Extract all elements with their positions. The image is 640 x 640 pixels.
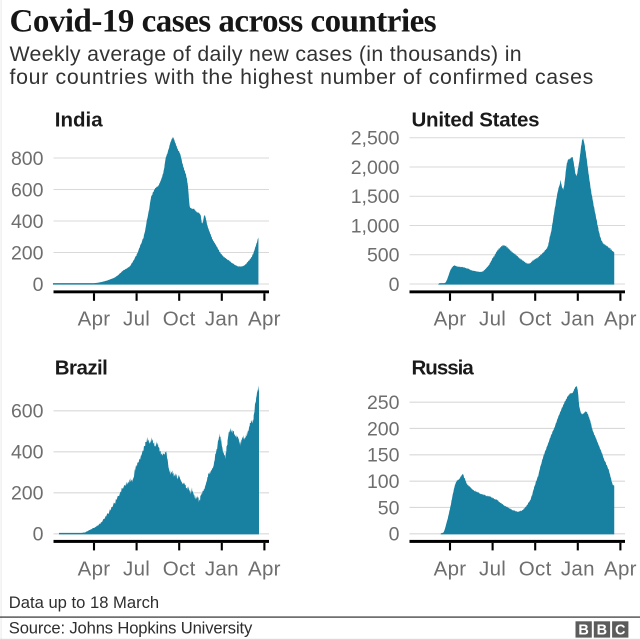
- svg-text:India: India: [55, 109, 103, 132]
- svg-text:1,500: 1,500: [351, 186, 400, 208]
- svg-text:600: 600: [11, 179, 44, 201]
- svg-text:0: 0: [389, 524, 400, 546]
- svg-text:100: 100: [367, 471, 400, 493]
- svg-text:Oct: Oct: [519, 558, 552, 581]
- svg-text:Jul: Jul: [479, 558, 506, 581]
- svg-text:150: 150: [367, 445, 400, 467]
- svg-text:Oct: Oct: [163, 558, 196, 581]
- svg-text:Data up to 18 March: Data up to 18 March: [9, 593, 159, 612]
- svg-text:Apr: Apr: [604, 558, 637, 581]
- svg-text:800: 800: [11, 148, 44, 170]
- svg-text:Oct: Oct: [519, 308, 552, 331]
- svg-text:Apr: Apr: [78, 308, 111, 331]
- svg-text:B: B: [597, 623, 607, 639]
- svg-text:four countries with the highes: four countries with the highest number o…: [10, 65, 594, 89]
- svg-text:0: 0: [33, 524, 44, 546]
- svg-text:Jan: Jan: [205, 308, 239, 331]
- svg-text:Jul: Jul: [123, 558, 150, 581]
- svg-text:Source: Johns Hopkins Universi: Source: Johns Hopkins University: [9, 619, 253, 638]
- svg-text:Russia: Russia: [412, 357, 475, 380]
- svg-text:Jan: Jan: [561, 308, 595, 331]
- svg-text:Weekly average of daily new ca: Weekly average of daily new cases (in th…: [10, 42, 522, 66]
- svg-text:United States: United States: [412, 109, 540, 132]
- svg-text:500: 500: [367, 245, 400, 267]
- svg-text:C: C: [615, 623, 626, 639]
- svg-text:0: 0: [389, 274, 400, 296]
- svg-text:B: B: [578, 623, 588, 639]
- svg-text:Apr: Apr: [434, 558, 467, 581]
- svg-text:400: 400: [11, 211, 44, 233]
- svg-text:Jul: Jul: [123, 308, 150, 331]
- svg-text:Apr: Apr: [248, 308, 281, 331]
- svg-text:Apr: Apr: [248, 558, 281, 581]
- svg-text:400: 400: [11, 442, 44, 464]
- svg-text:Oct: Oct: [163, 308, 196, 331]
- svg-text:200: 200: [11, 483, 44, 505]
- svg-text:Apr: Apr: [78, 558, 111, 581]
- svg-text:2,000: 2,000: [351, 157, 400, 179]
- svg-text:250: 250: [367, 392, 400, 414]
- svg-text:200: 200: [11, 242, 44, 264]
- svg-text:Jan: Jan: [561, 558, 595, 581]
- svg-text:1,000: 1,000: [351, 215, 400, 237]
- svg-text:Apr: Apr: [434, 308, 467, 331]
- svg-text:2,500: 2,500: [351, 128, 400, 150]
- svg-text:Covid-19 cases across countrie: Covid-19 cases across countries: [10, 4, 437, 40]
- svg-text:Jul: Jul: [479, 308, 506, 331]
- svg-text:200: 200: [367, 418, 400, 440]
- svg-text:50: 50: [378, 497, 400, 519]
- svg-text:Apr: Apr: [604, 308, 637, 331]
- svg-text:600: 600: [11, 401, 44, 423]
- svg-text:0: 0: [33, 274, 44, 296]
- svg-text:Brazil: Brazil: [55, 357, 108, 380]
- svg-text:Jan: Jan: [205, 558, 239, 581]
